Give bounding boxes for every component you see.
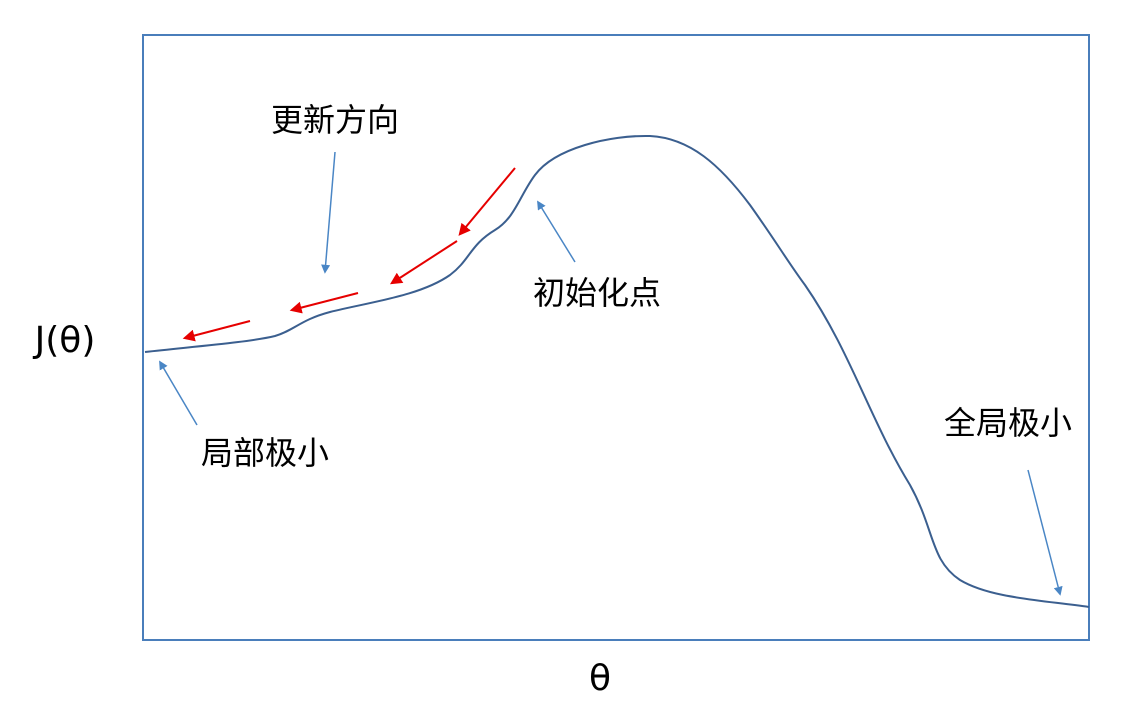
update-arrow — [289, 292, 359, 314]
update-arrow — [389, 240, 458, 285]
annotation: 局部极小 — [201, 434, 329, 472]
annotation: 更新方向 — [271, 101, 399, 139]
cost-curve — [144, 134, 1090, 608]
annotation: 全局极小 — [944, 404, 1072, 442]
update-arrow — [458, 167, 516, 236]
y-axis-label: J(θ) — [33, 320, 96, 361]
pointer-arrow — [537, 200, 576, 263]
annotation: 初始化点 — [533, 274, 661, 312]
pointer-arrows — [159, 151, 1063, 596]
pointer-arrow — [1027, 469, 1063, 596]
update-arrows — [182, 167, 516, 342]
pointer-arrow — [321, 151, 336, 274]
update-arrow — [182, 320, 251, 342]
pointer-arrow — [159, 360, 198, 426]
plot-frame — [142, 34, 1090, 641]
x-axis-label: θ — [589, 658, 611, 699]
